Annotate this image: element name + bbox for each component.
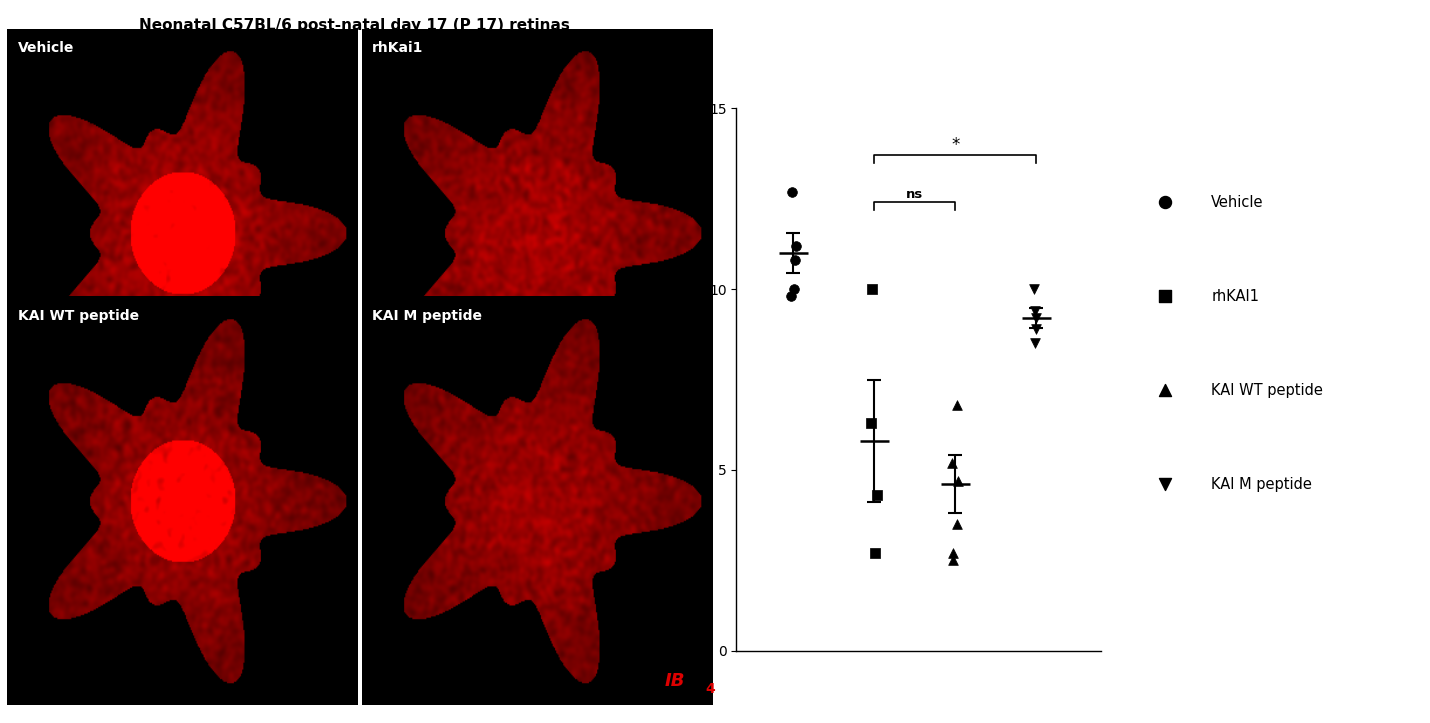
Text: Vehicle: Vehicle [17,41,74,55]
Point [864,547,887,559]
Point [947,518,970,530]
Point [859,417,882,429]
Text: KAI WT peptide: KAI WT peptide [1211,383,1323,398]
Text: IB: IB [665,672,685,690]
Text: KAI WT peptide: KAI WT peptide [17,309,139,322]
Point [947,475,970,487]
Point [861,283,884,295]
Text: Neonatal C57BL/6 post-natal day 17 (P 17) retinas: Neonatal C57BL/6 post-natal day 17 (P 17… [139,18,571,33]
Point [1024,338,1047,349]
Point [779,291,802,302]
Point [782,283,805,295]
Point [942,555,965,566]
Text: rhKAI1: rhKAI1 [1211,289,1260,304]
Point [942,547,965,559]
Point [945,399,968,411]
Point [1024,323,1047,335]
Text: Vehicle: Vehicle [1211,195,1264,210]
Y-axis label: Neovascular area (%): Neovascular area (%) [689,301,704,458]
Point [1024,305,1047,317]
Text: KAI M peptide: KAI M peptide [372,309,482,322]
Point [781,186,804,197]
Point [1025,312,1048,324]
Point [865,489,888,501]
Text: KAI M peptide: KAI M peptide [1211,477,1313,492]
Point [784,254,807,266]
Point [785,240,808,252]
Point [1022,283,1045,295]
Text: *: * [951,136,960,154]
Point [941,457,964,469]
Text: rhKai1: rhKai1 [372,41,423,55]
Text: ns: ns [907,188,924,201]
Text: 4: 4 [705,683,715,696]
